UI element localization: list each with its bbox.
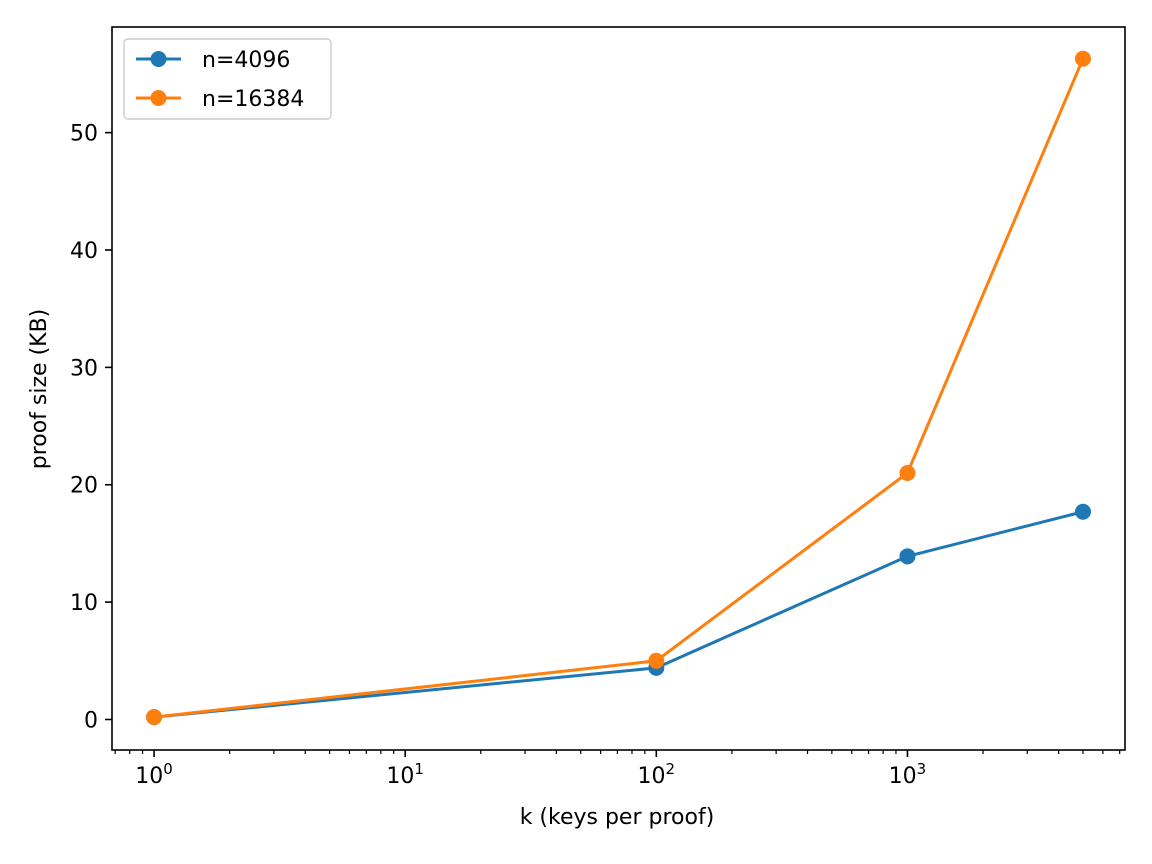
data-point-1-1 xyxy=(648,652,665,669)
x-tick-label-0: 100 xyxy=(135,760,173,789)
x-axis-label: k (keys per proof) xyxy=(520,805,715,830)
legend-marker-0 xyxy=(150,51,167,67)
legend: n=4096 n=16384 xyxy=(123,38,332,120)
plot-area xyxy=(146,50,1091,726)
legend-label-0: n=4096 xyxy=(202,48,290,73)
data-point-0-2 xyxy=(899,548,916,565)
y-tick-label-2: 20 xyxy=(70,474,98,499)
y-tick-label-4: 40 xyxy=(70,239,98,264)
axes: 100 101 102 103 0 10 20 30 40 50 xyxy=(70,26,1126,789)
y-axis-label: proof size (KB) xyxy=(27,309,52,470)
y-tick-label-0: 0 xyxy=(84,708,98,733)
x-tick-label-2: 102 xyxy=(638,760,676,789)
legend-label-1: n=16384 xyxy=(202,87,304,112)
data-point-0-3 xyxy=(1074,503,1091,520)
axes-frame xyxy=(111,26,1126,751)
y-tick-label-1: 10 xyxy=(70,591,98,616)
data-point-1-3 xyxy=(1074,50,1091,67)
data-point-1-2 xyxy=(899,465,916,482)
x-tick-label-3: 103 xyxy=(889,760,927,789)
x-tick-label-1: 101 xyxy=(386,760,424,789)
data-point-1-0 xyxy=(146,709,163,726)
series-line-1 xyxy=(152,57,1085,719)
series-line-0 xyxy=(152,510,1085,719)
y-tick-label-3: 30 xyxy=(70,356,98,381)
legend-marker-1 xyxy=(150,90,167,106)
y-tick-label-5: 50 xyxy=(70,122,98,147)
